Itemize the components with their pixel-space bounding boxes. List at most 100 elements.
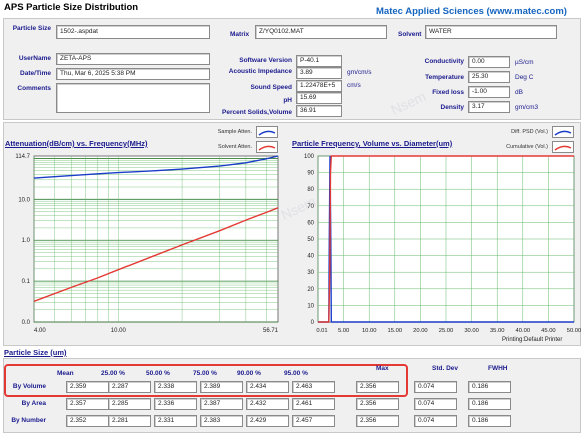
table-cell[interactable]: 0.074 [414, 381, 457, 393]
y-tick-label: 50 [307, 237, 314, 243]
y-tick-label: 90 [307, 171, 314, 177]
table-cell[interactable]: 0.186 [468, 381, 511, 393]
density-unit: gm/cm3 [515, 104, 539, 111]
column-header: 95.00 % [284, 370, 308, 377]
y-tick-label: 114.7 [15, 154, 30, 160]
x-tick-label: 50.00 [567, 328, 582, 334]
solvent-label: Solvent [398, 31, 422, 38]
table-cell[interactable]: 2.389 [200, 381, 243, 393]
table-cell[interactable]: 0.186 [468, 398, 511, 410]
legend-solvent-label: Solvent Atten. [218, 144, 252, 150]
y-tick-label: 0.0 [22, 320, 31, 326]
attenuation-chart: 114.7 10.0 1.0 0.1 0.04.00 10.00 56.71 [15, 154, 279, 334]
legend-sample-swatch[interactable] [256, 126, 278, 138]
sound-speed-field[interactable]: 1.22478E+5 [296, 80, 342, 92]
table-cell[interactable]: 0.186 [468, 415, 511, 427]
y-tick-label: 80 [307, 187, 314, 193]
conductivity-label: Conductivity [424, 58, 464, 65]
x-tick-label: 0.01 [316, 328, 327, 334]
table-cell[interactable]: 2.357 [66, 398, 109, 410]
x-tick-label: 15.00 [388, 328, 403, 334]
table-cell[interactable]: 2.338 [154, 381, 197, 393]
particle-size-field[interactable]: 1502-.aspdat [56, 25, 210, 39]
sound-speed-unit: cm/s [347, 82, 361, 89]
column-header: Max [376, 365, 389, 372]
table-cell[interactable]: 2.359 [66, 381, 109, 393]
x-tick-label: 30.00 [464, 328, 479, 334]
percent-solids-label: Percent Solids,Volume [222, 109, 292, 116]
conductivity-field[interactable]: 0.00 [468, 56, 510, 68]
y-tick-label: 40 [307, 254, 314, 260]
software-version-field[interactable]: P-40.1 [296, 55, 342, 67]
comments-field[interactable] [56, 83, 210, 113]
legend-diff-label: Diff. PSD (Vol.) [511, 129, 548, 135]
ph-label: pH [283, 97, 292, 104]
y-tick-label: 10 [307, 303, 314, 309]
x-tick-label: 20.00 [413, 328, 428, 334]
table-cell[interactable]: 2.356 [356, 415, 399, 427]
frequency-chart-title: Particle Frequency, Volume vs. Diameter(… [292, 139, 453, 148]
x-tick-label: 45.00 [541, 328, 556, 334]
table-cell[interactable]: 2.356 [356, 381, 399, 393]
table-cell[interactable]: 2.434 [246, 381, 289, 393]
table-cell[interactable]: 2.331 [154, 415, 197, 427]
acoustic-impedance-field[interactable]: 3.89 [296, 67, 342, 79]
matrix-field[interactable]: Z/YQ0102.MAT [255, 25, 387, 39]
attenuation-plot-area [33, 155, 279, 323]
legend-diff-swatch[interactable] [552, 126, 574, 138]
table-cell[interactable]: 2.387 [200, 398, 243, 410]
column-header: 75.00 % [193, 370, 217, 377]
y-tick-label: 1.0 [22, 238, 31, 244]
comments-label: Comments [17, 85, 51, 92]
temperature-label: Temperature [425, 74, 464, 81]
solvent-field[interactable]: WATER [425, 25, 557, 39]
username-field[interactable]: ZETA-APS [56, 53, 210, 65]
density-field[interactable]: 3.17 [468, 101, 510, 113]
table-cell[interactable]: 2.429 [246, 415, 289, 427]
table-cell[interactable]: 0.074 [414, 398, 457, 410]
table-cell[interactable]: 0.074 [414, 415, 457, 427]
x-tick-label: 56.71 [263, 328, 279, 334]
table-cell[interactable]: 2.463 [292, 381, 335, 393]
temperature-unit: Deg C [515, 74, 534, 81]
x-tick-label: 35.00 [490, 328, 505, 334]
column-header: 25.00 % [101, 370, 125, 377]
table-cell[interactable]: 2.281 [108, 415, 151, 427]
density-label: Density [440, 104, 464, 111]
brand-link[interactable]: Matec Applied Sciences (www.matec.com) [376, 6, 567, 17]
ph-field[interactable]: 15.69 [296, 92, 342, 104]
x-tick-label: 10.00 [111, 328, 127, 334]
y-tick-label: 10.0 [18, 197, 30, 203]
column-header: Std. Dev [432, 365, 459, 372]
table-cell[interactable]: 2.457 [292, 415, 335, 427]
datetime-field[interactable]: Thu, Mar 6, 2025 5:38 PM [56, 68, 210, 80]
legend-cum-swatch[interactable] [552, 141, 574, 153]
row-label: By Number [11, 417, 46, 424]
y-tick-label: 0 [311, 320, 315, 326]
table-cell[interactable]: 2.432 [246, 398, 289, 410]
table-cell[interactable]: 2.356 [356, 398, 399, 410]
table-cell[interactable]: 2.287 [108, 381, 151, 393]
y-tick-label: 60 [307, 220, 314, 226]
x-tick-label: 10.00 [362, 328, 377, 334]
particle-size-title: Particle Size (um) [4, 348, 67, 357]
x-tick-label: 40.00 [516, 328, 531, 334]
y-tick-label: 100 [304, 154, 315, 160]
table-cell[interactable]: 2.461 [292, 398, 335, 410]
table-cell[interactable]: 2.336 [154, 398, 197, 410]
page-title: APS Particle Size Distribution [4, 2, 139, 13]
temperature-field[interactable]: 25.30 [468, 71, 510, 83]
column-header: FWHH [488, 365, 508, 372]
column-header: Mean [57, 370, 74, 377]
conductivity-unit: µS/cm [515, 59, 534, 66]
row-label: By Volume [12, 383, 46, 390]
table-cell[interactable]: 2.352 [66, 415, 109, 427]
x-tick-label: 4.00 [34, 328, 46, 334]
username-label: UserName [18, 55, 51, 62]
percent-solids-field[interactable]: 36.91 [296, 105, 342, 117]
fixed-loss-field[interactable]: -1.00 [468, 86, 510, 98]
table-cell[interactable]: 2.285 [108, 398, 151, 410]
x-tick-label: 5.00 [338, 328, 349, 334]
legend-solvent-swatch[interactable] [256, 141, 278, 153]
table-cell[interactable]: 2.383 [200, 415, 243, 427]
